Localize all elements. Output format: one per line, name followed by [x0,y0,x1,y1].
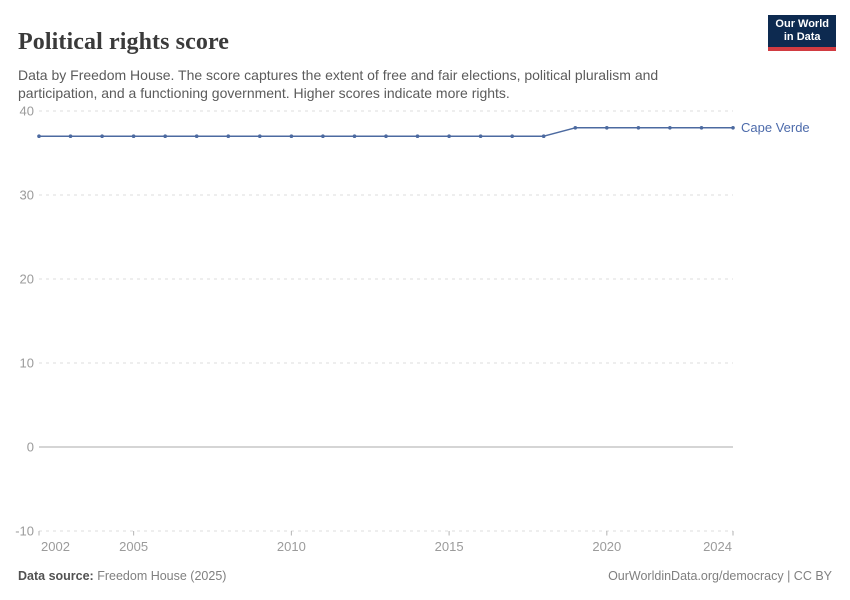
x-tick-label: 2002 [41,539,70,554]
data-point [163,134,167,138]
data-point [541,134,546,138]
y-gridlines [39,110,733,532]
y-tick-label: -10 [15,524,34,539]
y-axis-labels: -10 0 10 20 30 40 [15,104,34,539]
data-point [731,126,735,130]
data-point [573,126,578,130]
x-tick-label: 2020 [592,539,621,554]
data-point [478,134,483,138]
data-point [100,134,104,138]
y-tick-label: 20 [20,272,34,287]
owid-logo: Our World in Data [768,15,836,51]
data-point [415,134,420,138]
x-tick-label: 2010 [277,539,306,554]
entity-label: Cape Verde [741,120,810,135]
data-point [226,134,231,138]
data-source-label: Data source: [18,569,94,583]
data-point [447,134,451,138]
data-point [699,126,704,130]
x-tick-label: 2015 [435,539,464,554]
data-source-note: Data source: Freedom House (2025) [18,569,226,583]
data-point [289,134,294,138]
data-point [510,134,514,138]
data-point [194,134,199,138]
x-tick-label: 2024 [703,539,732,554]
data-point [668,126,672,130]
data-point [636,126,641,130]
series-points [37,126,735,138]
x-tick-label: 2005 [119,539,148,554]
data-source-value: Freedom House (2025) [93,569,227,583]
data-point [37,134,41,138]
attribution-note: OurWorldinData.org/democracy | CC BY [608,569,832,583]
data-point [605,126,609,130]
data-point [131,134,136,138]
y-tick-label: 10 [20,356,34,371]
data-point [68,134,73,138]
data-point [321,134,325,138]
owid-logo-line2: in Data [783,31,821,43]
page-title: Political rights score [18,29,230,56]
owid-logo-line1: Our World [775,18,829,30]
y-tick-label: 40 [20,104,34,119]
chart-subtitle: Data by Freedom House. The score capture… [18,67,659,101]
x-axis-ticks [38,531,734,536]
x-axis-labels: 2002 2005 2010 2015 2020 2024 [41,539,732,554]
y-tick-label: 0 [27,440,34,455]
data-point [352,134,357,138]
data-point [258,134,262,138]
y-tick-label: 30 [20,188,34,203]
data-point [384,134,388,138]
